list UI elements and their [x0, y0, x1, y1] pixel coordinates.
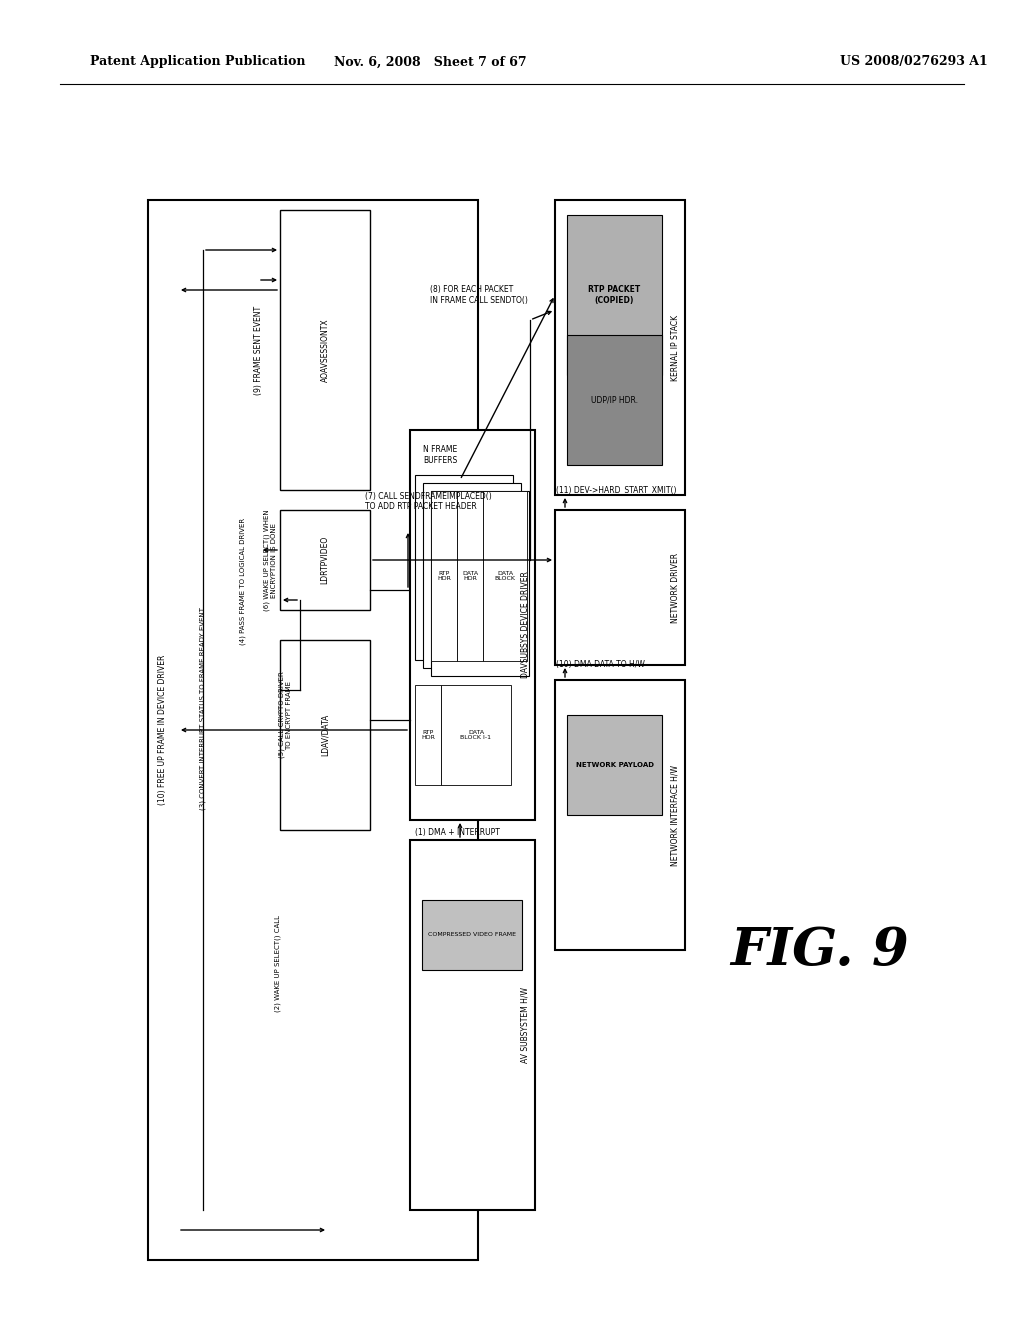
Bar — [483, 491, 527, 661]
Bar — [457, 491, 483, 661]
Bar — [415, 475, 513, 660]
Text: NETWORK INTERFACE H/W: NETWORK INTERFACE H/W — [671, 764, 680, 866]
Text: (5) CALL CRYPTO DRIVER
TO ENCRYPT FRAME: (5) CALL CRYPTO DRIVER TO ENCRYPT FRAME — [279, 672, 292, 759]
Bar — [423, 483, 521, 668]
Bar — [280, 640, 370, 830]
Text: LDRTPVIDEO: LDRTPVIDEO — [321, 536, 330, 585]
Bar — [410, 840, 535, 1210]
Text: (10) DMA DATA TO H/W: (10) DMA DATA TO H/W — [556, 660, 645, 669]
Bar — [415, 685, 441, 785]
Text: (4) PASS FRAME TO LOGICAL DRIVER: (4) PASS FRAME TO LOGICAL DRIVER — [240, 517, 246, 645]
Bar — [567, 715, 662, 814]
Bar — [280, 210, 370, 490]
Text: RTP
HDR: RTP HDR — [421, 730, 435, 741]
Bar — [280, 510, 370, 610]
Bar — [422, 900, 522, 970]
Text: (6) WAKE UP SELECT() WHEN
ENCRYPTION IS DONE: (6) WAKE UP SELECT() WHEN ENCRYPTION IS … — [263, 510, 276, 611]
Text: (3) CONVERT INTERRUPT STATUS TO FRAME READY EVENT: (3) CONVERT INTERRUPT STATUS TO FRAME RE… — [200, 607, 206, 810]
Bar — [555, 510, 685, 665]
Text: (2) WAKE UP SELECT() CALL: (2) WAKE UP SELECT() CALL — [274, 915, 282, 1011]
Text: Nov. 6, 2008   Sheet 7 of 67: Nov. 6, 2008 Sheet 7 of 67 — [334, 55, 526, 69]
Bar — [567, 335, 662, 465]
Text: (9) FRAME SENT EVENT: (9) FRAME SENT EVENT — [254, 305, 262, 395]
Text: DATA
BLOCK I-1: DATA BLOCK I-1 — [461, 730, 492, 741]
Text: AOAVSESSIONTX: AOAVSESSIONTX — [321, 318, 330, 381]
Text: (11) DEV->HARD_START_XMIT(): (11) DEV->HARD_START_XMIT() — [556, 486, 677, 495]
Bar — [555, 201, 685, 495]
Text: AV SUBSYSTEM H/W: AV SUBSYSTEM H/W — [520, 987, 529, 1063]
Bar — [567, 215, 662, 375]
Text: Patent Application Publication: Patent Application Publication — [90, 55, 305, 69]
Text: LDAV/DATA: LDAV/DATA — [321, 714, 330, 756]
Text: RTP
HDR: RTP HDR — [437, 570, 451, 581]
Text: (8) FOR EACH PACKET
IN FRAME CALL SENDTO(): (8) FOR EACH PACKET IN FRAME CALL SENDTO… — [430, 285, 528, 305]
Text: (10) FREE UP FRAME IN DEVICE DRIVER: (10) FREE UP FRAME IN DEVICE DRIVER — [158, 655, 167, 805]
Bar — [148, 201, 478, 1261]
Text: DATA
BLOCK: DATA BLOCK — [495, 570, 515, 581]
Text: UDP/IP HDR.: UDP/IP HDR. — [591, 396, 638, 404]
Bar — [441, 685, 511, 785]
Text: COMPRESSED VIDEO FRAME: COMPRESSED VIDEO FRAME — [428, 932, 516, 937]
Text: DAVSUBSYS DEVICE DRIVER: DAVSUBSYS DEVICE DRIVER — [520, 572, 529, 678]
Bar — [555, 680, 685, 950]
Text: NETWORK PAYLOAD: NETWORK PAYLOAD — [575, 762, 653, 768]
Text: NETWORK DRIVER: NETWORK DRIVER — [671, 553, 680, 623]
Bar — [431, 491, 529, 676]
Bar — [410, 430, 535, 820]
Text: US 2008/0276293 A1: US 2008/0276293 A1 — [840, 55, 988, 69]
Text: (7) CALL SENDFRAMEIMPLACED()
TO ADD RTP PACKET HEADER: (7) CALL SENDFRAMEIMPLACED() TO ADD RTP … — [365, 492, 492, 511]
Text: FIG. 9: FIG. 9 — [731, 924, 909, 975]
Text: DATA
HDR: DATA HDR — [462, 570, 478, 581]
Text: RTP PACKET
(COPIED): RTP PACKET (COPIED) — [589, 285, 641, 305]
Text: N FRAME
BUFFERS: N FRAME BUFFERS — [423, 445, 457, 465]
Bar — [431, 491, 457, 661]
Text: (1) DMA + INTERRUPT: (1) DMA + INTERRUPT — [415, 829, 500, 837]
Text: KERNAL IP STACK: KERNAL IP STACK — [671, 314, 680, 380]
